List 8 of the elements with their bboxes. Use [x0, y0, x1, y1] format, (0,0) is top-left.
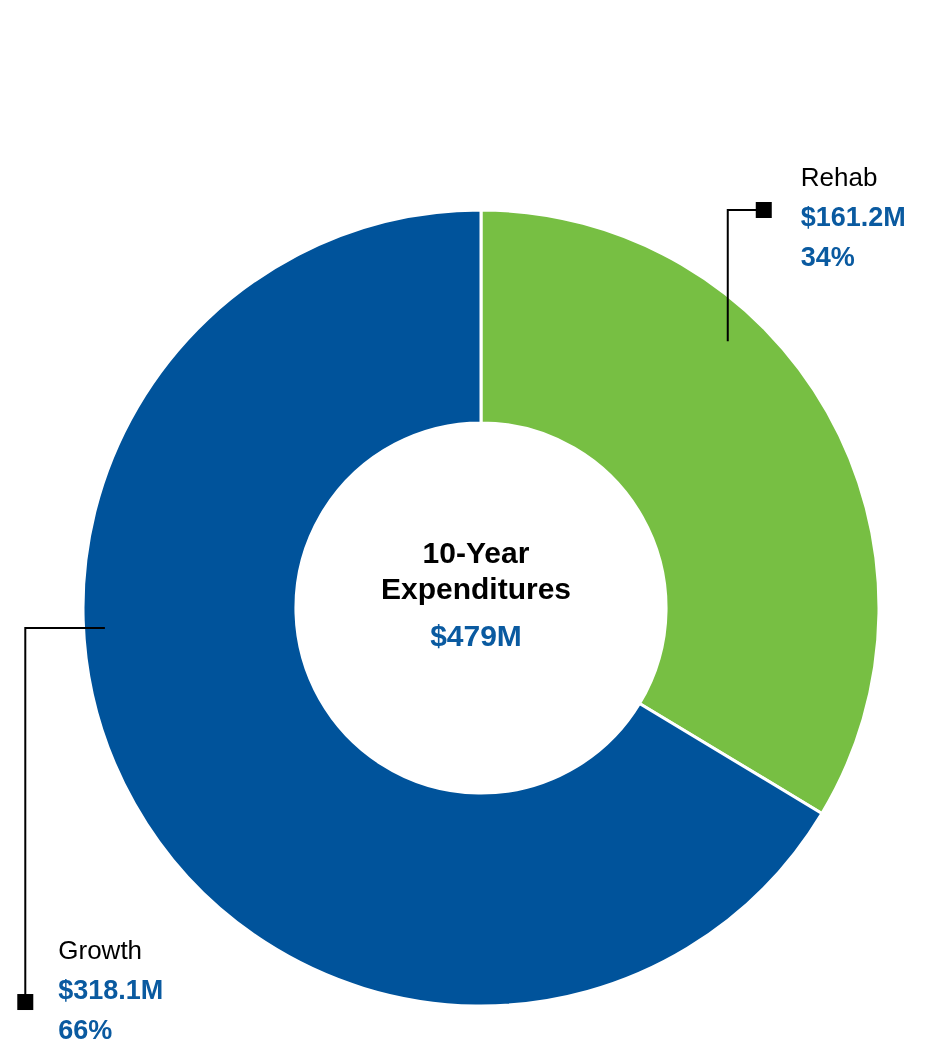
data-label: $318.1M [58, 975, 164, 1006]
text: $479M [430, 619, 522, 652]
slice-label: Growth [58, 935, 143, 966]
text: 10-Year Expenditures [380, 536, 572, 605]
slice-label: Rehab [800, 162, 878, 192]
text: 34% [800, 242, 855, 272]
text: 66% [58, 1015, 113, 1046]
data-label: $161.2M [800, 202, 906, 232]
